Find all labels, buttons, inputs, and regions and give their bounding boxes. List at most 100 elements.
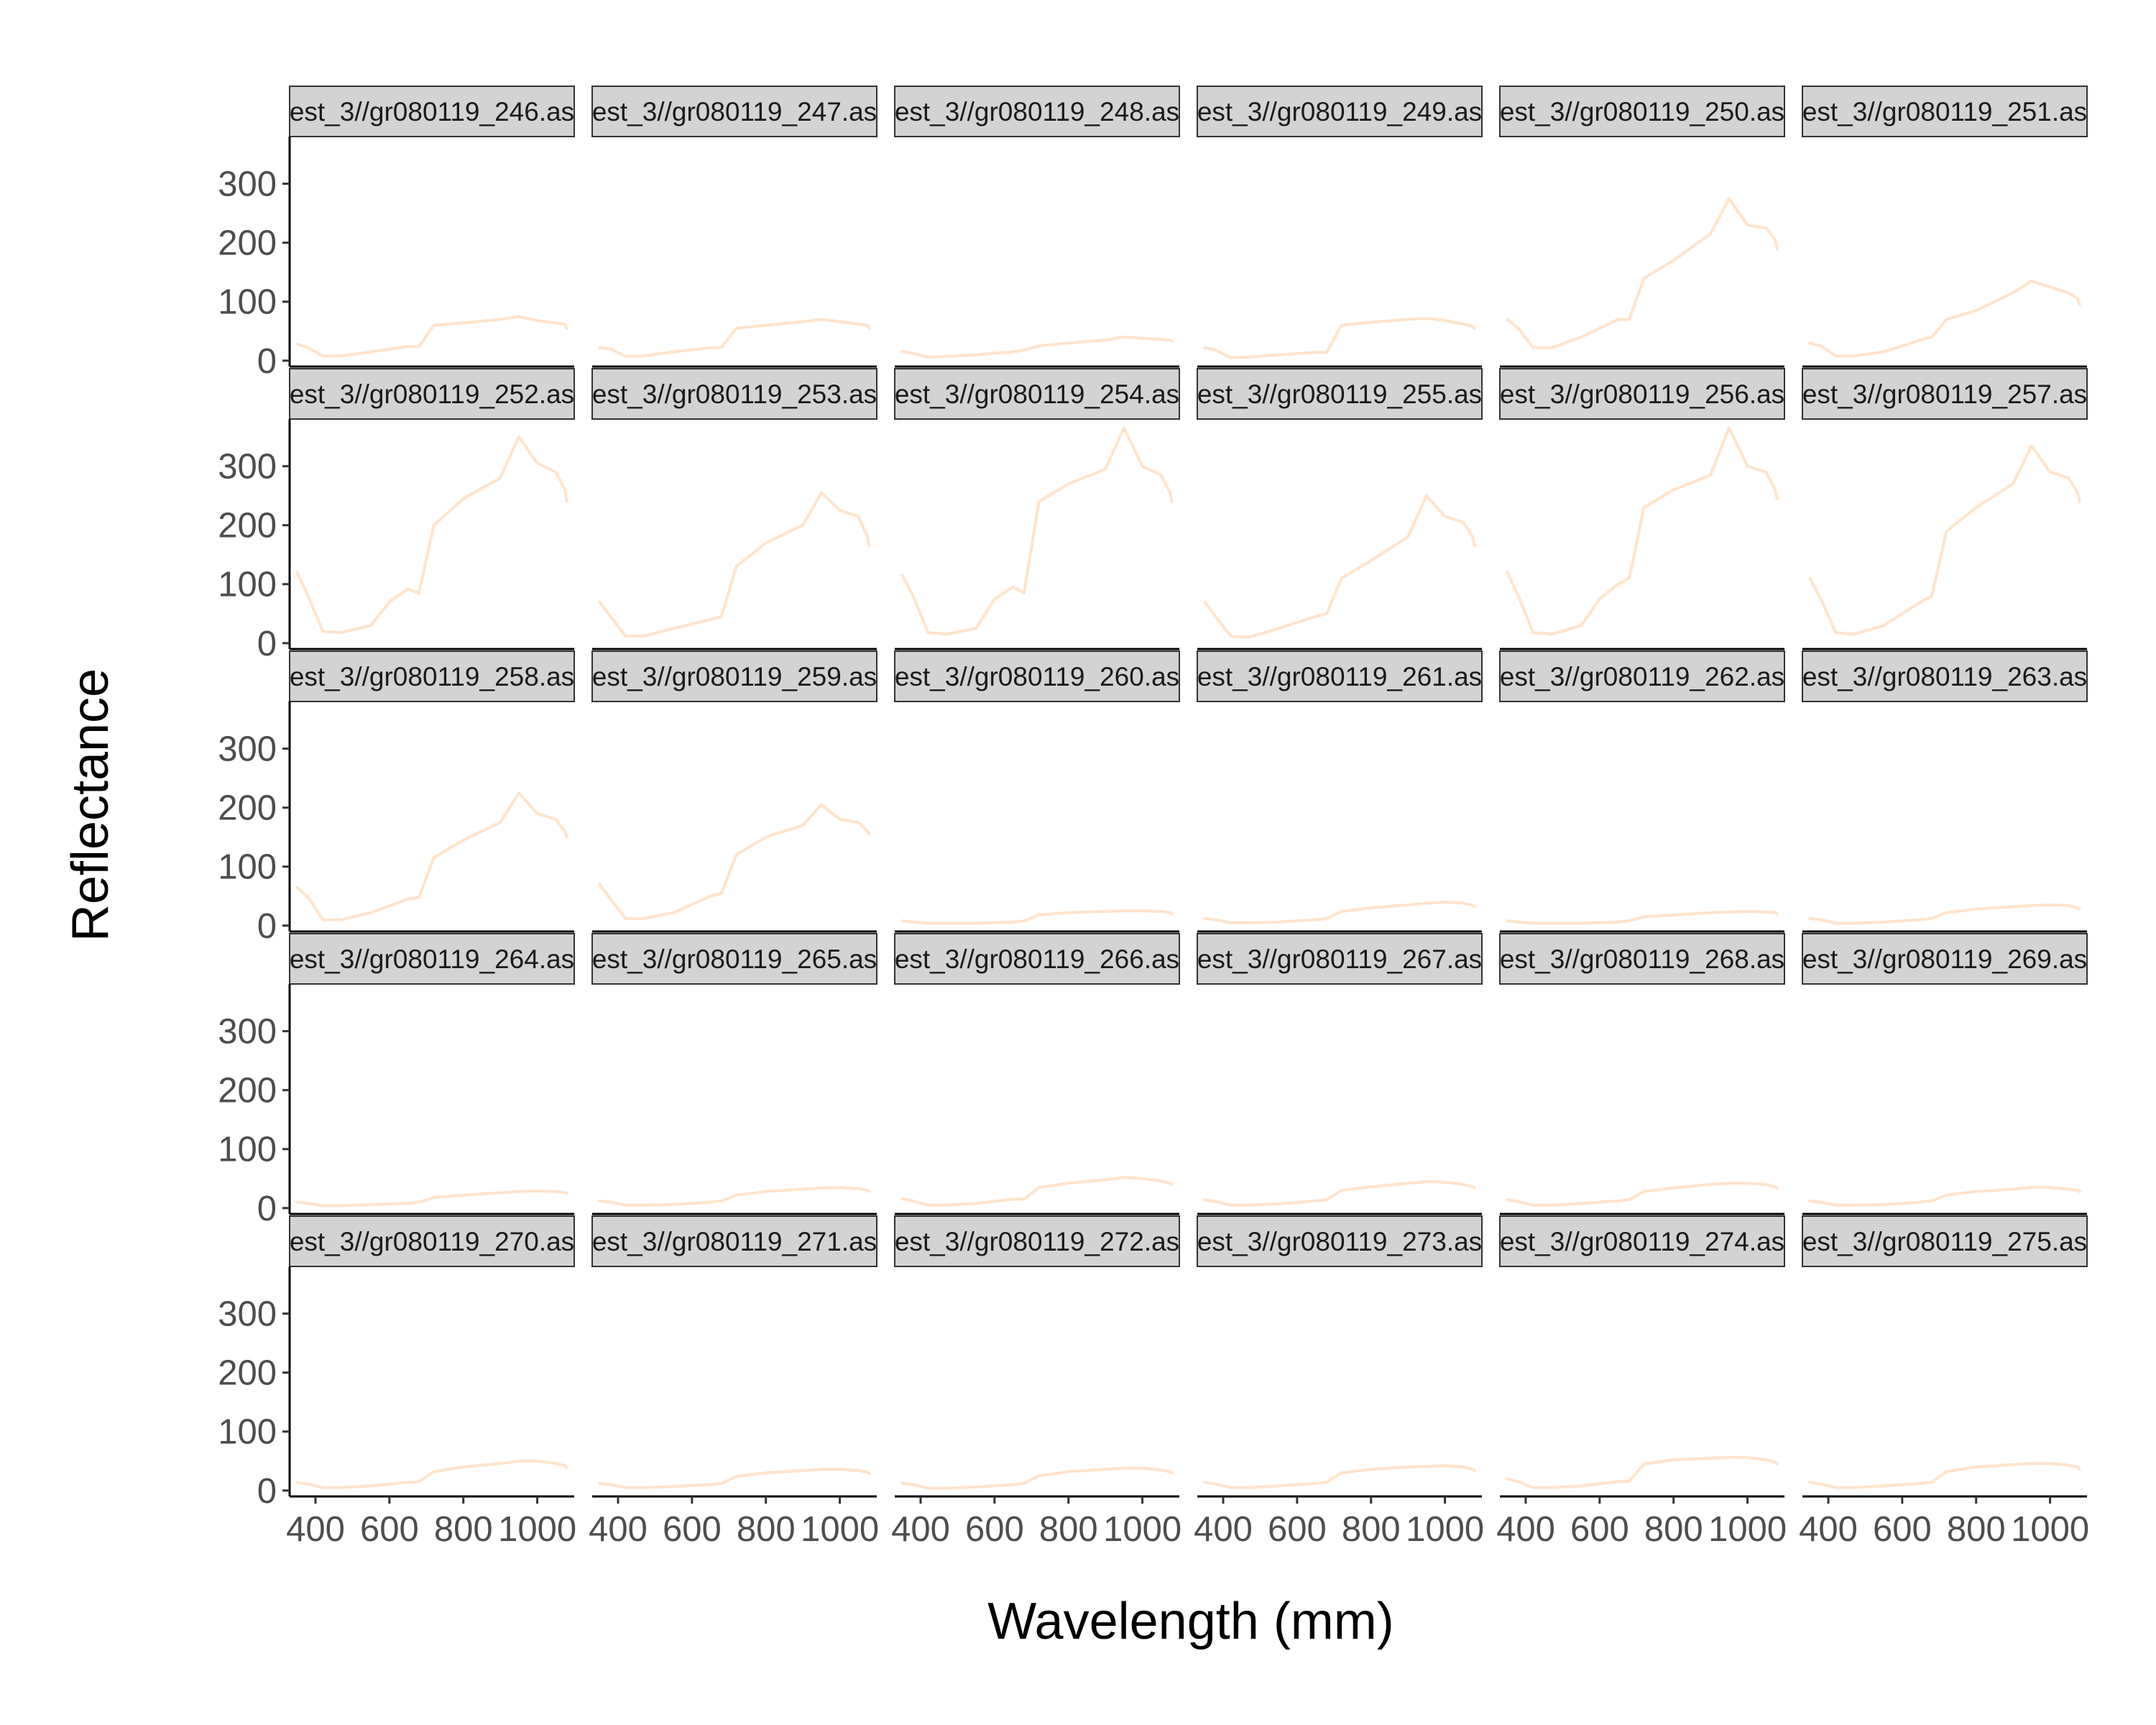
facet-panel: est_3//gr080119_274.as 400 600 800 1000 [1496,1215,1787,1549]
facet-strip-label: est_3//gr080119_266.as [895,944,1179,974]
x-tick-label: 400 [891,1510,950,1549]
facet-strip-label: est_3//gr080119_256.as [1500,380,1784,409]
facet-strip [1499,933,1785,985]
facet-strip [1499,1215,1785,1267]
x-tick-label: 800 [737,1510,796,1549]
facet-strip [1197,86,1483,137]
series-line [1203,316,1476,359]
series-line [1506,1182,1779,1207]
facet-strip [1802,1215,2088,1267]
facet-strip [289,86,575,137]
facet-strip-label: est_3//gr080119_261.as [1197,662,1482,691]
x-tick-label: 1000 [1708,1510,1787,1549]
facet-strip-label: est_3//gr080119_271.as [592,1227,877,1256]
facet-strip [289,650,575,702]
y-tick-label: 100 [218,848,277,887]
facet-panel: est_3//gr080119_258.as 0 100 200 300 [218,650,575,946]
facet-strip [591,933,877,985]
facet-strip [894,86,1180,137]
x-tick-label: 1000 [1406,1510,1484,1549]
facet-strip [1499,86,1785,137]
facet-strip-label: est_3//gr080119_263.as [1802,662,2087,691]
y-axis-title: Reflectance [62,668,119,942]
facet-panel: est_3//gr080119_250.as [1499,86,1785,368]
series-line [1506,910,1779,925]
x-tick-label: 1000 [801,1510,879,1549]
facet-panel: est_3//gr080119_275.as 400 600 800 1000 [1799,1215,2089,1549]
x-tick-label: 600 [1268,1510,1327,1549]
facet-panel: est_3//gr080119_248.as [894,86,1180,368]
series-line [598,491,871,638]
y-tick-label: 300 [218,1295,277,1334]
y-tick-label: 100 [218,566,277,604]
series-line [295,315,568,358]
facet-strip-label: est_3//gr080119_264.as [290,944,574,974]
x-tick-label: 600 [1873,1510,1932,1549]
series-line [1808,443,2081,636]
series-line [900,1466,1174,1490]
facet-panel: est_3//gr080119_267.as [1197,933,1483,1215]
facet-panel: est_3//gr080119_272.as 400 600 800 1000 [891,1215,1181,1549]
facet-strip-label: est_3//gr080119_251.as [1802,97,2087,126]
series-line [1808,1186,2081,1207]
series-line [1203,494,1476,639]
x-tick-label: 600 [1570,1510,1629,1549]
facet-panel: est_3//gr080119_271.as 400 600 800 1000 [589,1215,879,1549]
y-tick-label: 200 [218,1354,277,1393]
series-line [1808,1462,2081,1489]
facet-strip [1499,650,1785,702]
x-tick-label: 800 [1342,1510,1401,1549]
y-tick-label: 300 [218,448,277,487]
series-line [1506,1455,1779,1489]
facet-strip-label: est_3//gr080119_268.as [1500,944,1784,974]
y-tick-label: 300 [218,165,277,204]
series-line [1203,1464,1476,1489]
facet-strip [1499,368,1785,420]
y-tick-label: 0 [257,342,277,381]
series-line [1808,903,2081,925]
series-line [1203,1179,1476,1207]
facet-panel: est_3//gr080119_255.as [1197,368,1483,650]
facet-strip-label: est_3//gr080119_252.as [290,380,574,409]
x-tick-label: 800 [434,1510,493,1549]
facet-strip-label: est_3//gr080119_274.as [1500,1227,1784,1256]
x-tick-label: 400 [286,1510,345,1549]
series-line [1506,197,1779,349]
y-tick-label: 100 [218,1413,277,1452]
x-tick-label: 800 [1039,1510,1098,1549]
x-tick-label: 600 [360,1510,419,1549]
series-line [598,803,871,920]
y-tick-label: 200 [218,224,277,263]
facet-panel: est_3//gr080119_265.as [591,933,877,1215]
facet-strip [591,368,877,420]
x-tick-label: 400 [1194,1510,1253,1549]
facet-strip-label: est_3//gr080119_275.as [1802,1227,2087,1256]
facet-panel: est_3//gr080119_263.as [1802,650,2088,933]
facet-strip-label: est_3//gr080119_269.as [1802,944,2087,974]
facet-panel: est_3//gr080119_262.as [1499,650,1785,933]
facet-strip [289,1215,575,1267]
facet-strip [894,933,1180,985]
facet-strip-label: est_3//gr080119_258.as [290,662,574,691]
facet-strip-label: est_3//gr080119_260.as [895,662,1179,691]
x-tick-label: 1000 [2011,1510,2089,1549]
facet-strip-label: est_3//gr080119_249.as [1197,97,1482,126]
facet-strip [894,1215,1180,1267]
y-tick-label: 100 [218,1131,277,1169]
facet-strip-label: est_3//gr080119_247.as [592,97,877,126]
series-line [598,1186,871,1207]
facet-strip-label: est_3//gr080119_262.as [1500,662,1784,691]
facet-strip [1197,1215,1483,1267]
x-tick-label: 800 [1644,1510,1703,1549]
facet-strip [894,650,1180,702]
facet-panel: est_3//gr080119_268.as [1499,933,1785,1215]
y-tick-label: 200 [218,1072,277,1110]
facet-strip-label: est_3//gr080119_257.as [1802,380,2087,409]
facet-strip-label: est_3//gr080119_273.as [1197,1227,1482,1256]
x-tick-label: 600 [663,1510,722,1549]
series-line [598,1468,871,1489]
y-tick-label: 200 [218,789,277,828]
facet-strip-label: est_3//gr080119_255.as [1197,380,1482,409]
series-line [1203,901,1476,924]
